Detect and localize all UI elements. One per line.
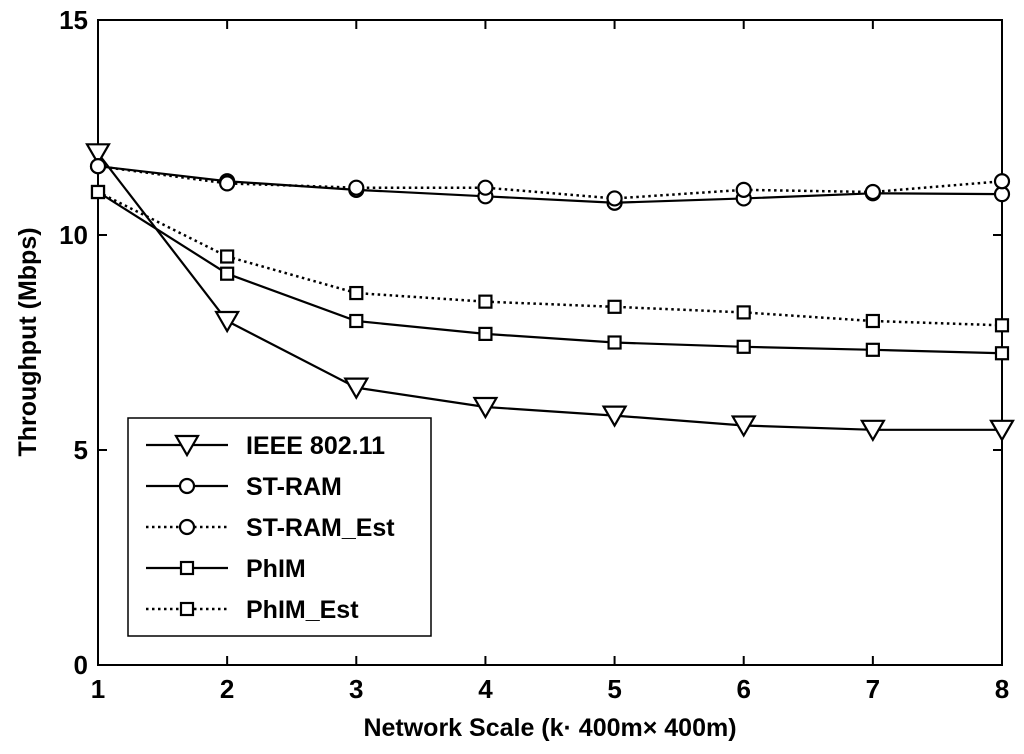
data-point (90, 184, 106, 200)
legend-item: ST-RAM (146, 473, 342, 501)
series-st-ram-est (89, 158, 1011, 207)
data-point (859, 419, 886, 442)
y-tick-label: 15 (59, 5, 88, 35)
x-tick-label: 8 (995, 674, 1009, 704)
legend-label: PhIM_Est (246, 596, 359, 624)
legend-marker (179, 560, 195, 576)
data-point (994, 346, 1010, 361)
data-point (219, 175, 236, 192)
data-point (477, 179, 494, 196)
data-point (220, 249, 235, 264)
legend-marker (179, 601, 195, 617)
series-line (97, 165, 1003, 204)
legend: IEEE 802.11 ST-RAM ST-RAM_Est PhIM PhIM_Est (127, 417, 432, 637)
legend-marker (174, 434, 200, 458)
legend-item: PhIM (146, 555, 306, 583)
x-tick-label: 4 (478, 674, 493, 704)
series-layer (85, 143, 1015, 442)
x-tick-label: 5 (607, 674, 621, 704)
y-axis: 0 5 10 15 (59, 5, 1002, 680)
data-point (214, 310, 241, 334)
y-tick-label: 5 (74, 435, 88, 465)
x-tick-label: 2 (220, 674, 234, 704)
data-point (601, 405, 628, 428)
series-line (97, 191, 1003, 355)
x-tick-label: 1 (91, 674, 105, 704)
series-line (97, 164, 1003, 200)
data-point (478, 326, 493, 341)
data-point (865, 342, 880, 357)
data-point (89, 158, 107, 175)
series-line (97, 190, 1003, 327)
y-tick-label: 10 (59, 220, 88, 250)
series-line (97, 152, 1002, 431)
data-point (993, 173, 1011, 190)
data-point (349, 285, 364, 301)
data-point (735, 181, 752, 198)
legend-item: ST-RAM_Est (146, 514, 395, 542)
data-point (472, 396, 499, 420)
legend-marker (178, 477, 196, 495)
series-phim-est (90, 184, 1010, 333)
x-tick-label: 6 (736, 674, 750, 704)
data-point (85, 143, 111, 166)
x-axis-label: Network Scale (k· 400m× 400m) (363, 714, 736, 742)
series-ieee-802-11 (85, 143, 1015, 442)
data-point (478, 294, 493, 309)
legend-marker (178, 518, 196, 536)
data-point (343, 377, 370, 400)
legend-label: ST-RAM (246, 473, 342, 501)
legend-item: PhIM_Est (146, 596, 359, 624)
data-point (864, 183, 881, 201)
data-point (994, 318, 1010, 333)
data-point (348, 179, 365, 196)
data-point (736, 305, 751, 320)
data-point (607, 299, 622, 314)
legend-label: PhIM (246, 555, 306, 583)
data-point (606, 190, 623, 207)
data-point (736, 339, 751, 354)
data-point (349, 313, 364, 329)
data-point (220, 266, 235, 281)
y-axis-label: Throughput (Mbps) (14, 227, 42, 456)
data-point (989, 419, 1015, 442)
x-axis: 1 2 3 4 5 6 7 8 (91, 20, 1009, 704)
legend-item: IEEE 802.11 (146, 432, 385, 460)
y-tick-label: 0 (74, 650, 88, 680)
legend-label: IEEE 802.11 (246, 432, 385, 460)
data-point (607, 335, 622, 350)
data-point (865, 313, 880, 329)
x-tick-label: 3 (349, 674, 363, 704)
data-point (730, 415, 757, 438)
legend-label: ST-RAM_Est (246, 514, 395, 542)
x-tick-label: 7 (866, 674, 880, 704)
